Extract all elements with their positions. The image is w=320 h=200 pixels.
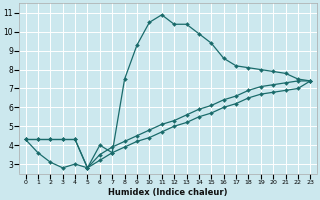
X-axis label: Humidex (Indice chaleur): Humidex (Indice chaleur) xyxy=(108,188,228,197)
